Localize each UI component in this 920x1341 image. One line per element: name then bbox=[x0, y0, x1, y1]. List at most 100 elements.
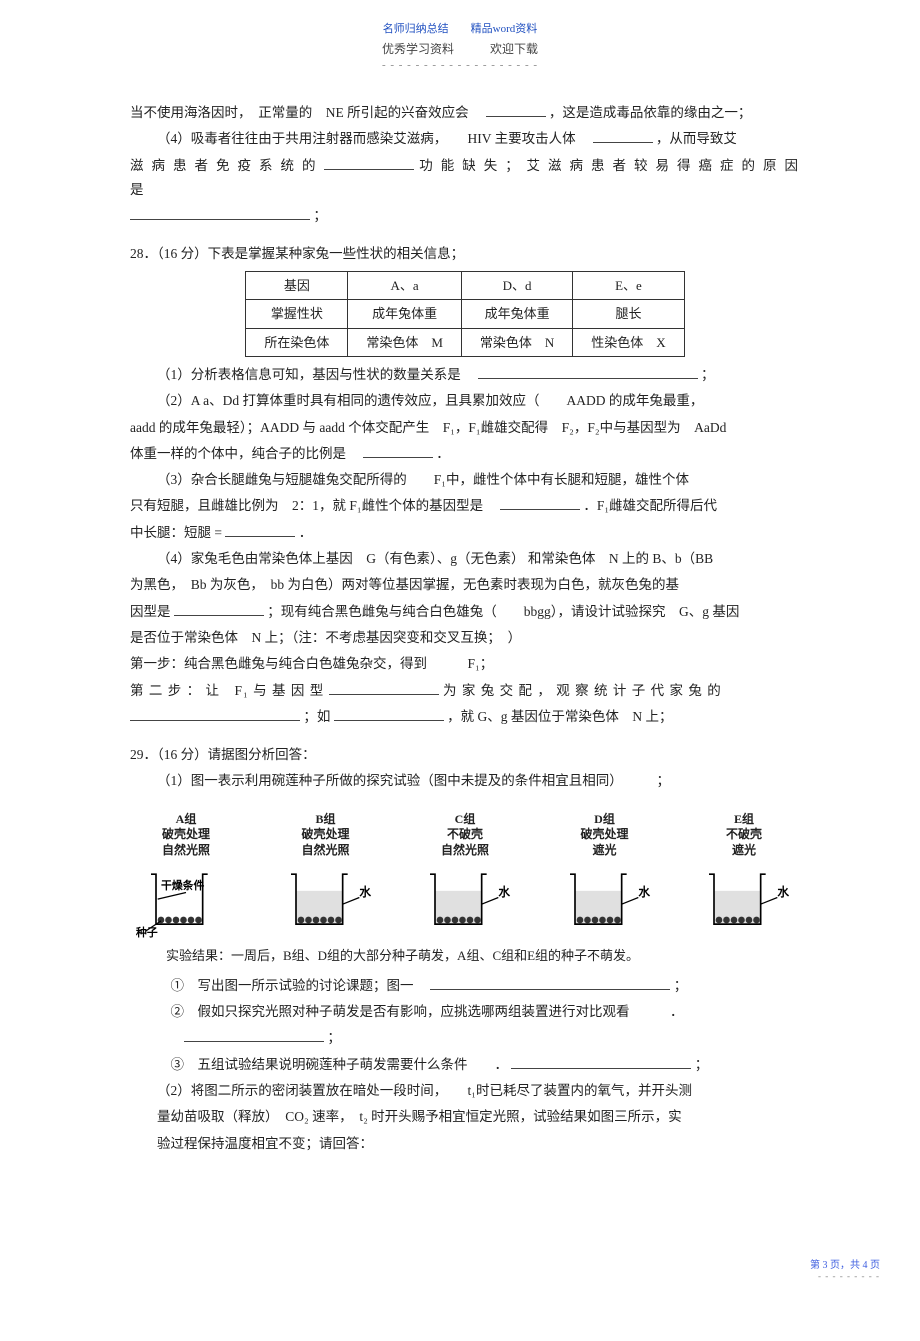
text: ，从而导致艾 bbox=[656, 131, 737, 146]
cell: 常染色体 N bbox=[461, 328, 572, 356]
q28-step2: 第 二 步 ： 让 F₁ 与 基 因 型 为 家 兔 交 配 ， 观 察 统 计… bbox=[130, 679, 800, 703]
beaker-label: A组破壳处理自然光照 bbox=[162, 812, 210, 859]
beaker-group: D组破壳处理遮光水 bbox=[555, 812, 655, 939]
q28-step1: 第一步：纯合黑色雌兔与纯合白色雄兔杂交，得到 F₁； bbox=[130, 652, 800, 676]
q27-line3: 滋 病 患 者 免 疫 系 统 的 功 能 缺 失 ； 艾 滋 病 患 者 较 … bbox=[130, 154, 800, 203]
q28-step2b: ；如 ，就 G、g 基因位于常染色体 N 上； bbox=[130, 705, 800, 729]
q29-1: （1）图一表示利用碗莲种子所做的探究试验（图中未提及的条件相宜且相同） ； bbox=[130, 769, 800, 793]
blank bbox=[478, 364, 698, 379]
beaker-label: B组破壳处理自然光照 bbox=[301, 812, 349, 859]
text: 只有短腿，且雌雄比例为 2：1，就 F₁雌性个体的基因型是 bbox=[130, 498, 497, 513]
blank bbox=[486, 103, 546, 118]
svg-text:种子: 种子 bbox=[136, 925, 158, 938]
q28-4b: 为黑色， Bb 为灰色， bb 为白色）两对等位基因掌握，无色素时表现为白色，就… bbox=[130, 573, 800, 597]
blank bbox=[511, 1054, 691, 1069]
q28-4c: 因型是 ；现有纯合黑色雌兔与纯合白色雄兔（ bbgg），请设计试验探究 G、g … bbox=[130, 600, 800, 624]
page-number: 第 3 页，共 4 页 bbox=[0, 1256, 880, 1271]
q29-2c: 验过程保持温度相宜不变；请回答： bbox=[130, 1132, 800, 1156]
text: ； bbox=[701, 367, 715, 382]
q28-1: （1）分析表格信息可知，基因与性状的数量关系是 ； bbox=[130, 363, 800, 387]
q27-line2: （4）吸毒者往往由于共用注射器而感染艾滋病， HIV 主要攻击人体 ，从而导致艾 bbox=[130, 127, 800, 151]
svg-text:干燥条件: 干燥条件 bbox=[161, 879, 204, 893]
svg-text:水: 水 bbox=[638, 885, 650, 899]
text: ． bbox=[299, 525, 313, 540]
beaker-label: D组破壳处理遮光 bbox=[580, 812, 628, 859]
table-row: 掌握性状 成年兔体重 成年兔体重 腿长 bbox=[246, 300, 684, 328]
text: 滋 病 患 者 免 疫 系 统 的 bbox=[130, 158, 318, 173]
text: ； bbox=[674, 978, 688, 993]
text: ，就 G、g 基因位于常染色体 N 上； bbox=[447, 709, 672, 724]
cell: 腿长 bbox=[573, 300, 684, 328]
table-row: 基因 A、a D、d E、e bbox=[246, 271, 684, 299]
q27-line4: ； bbox=[130, 204, 800, 228]
table-row: 所在染色体 常染色体 M 常染色体 N 性染色体 X bbox=[246, 328, 684, 356]
blank bbox=[324, 155, 414, 170]
blank bbox=[130, 206, 310, 221]
header-dashes: - - - - - - - - - - - - - - - - - - - bbox=[0, 59, 920, 71]
q28-3b: 只有短腿，且雌雄比例为 2：1，就 F₁雌性个体的基因型是 ．F₁雌雄交配所得后… bbox=[130, 494, 800, 518]
cell: 性染色体 X bbox=[573, 328, 684, 356]
q29-title: 29．（16 分）请据图分析回答： bbox=[130, 743, 800, 767]
cell: 常染色体 M bbox=[348, 328, 462, 356]
header-subtitle: 优秀学习资料 欢迎下载 bbox=[0, 40, 920, 57]
cell: A、a bbox=[348, 271, 462, 299]
q29-sub3: ③ 五组试验结果说明碗莲种子萌发需要什么条件 ． ； bbox=[130, 1053, 800, 1077]
blank bbox=[334, 706, 444, 721]
beaker-group: A组破壳处理自然光照干燥条件种子 bbox=[136, 812, 236, 939]
page-footer: 第 3 页，共 4 页 - - - - - - - - - bbox=[0, 1256, 920, 1281]
text: 体重一样的个体中，纯合子的比例是 bbox=[130, 446, 360, 461]
experiment-result: 实验结果：一周后，B组、D组的大部分种子萌发，A组、C组和E组的种子不萌发。 bbox=[166, 944, 800, 967]
cell: 成年兔体重 bbox=[348, 300, 462, 328]
footer-dashes: - - - - - - - - - bbox=[0, 1271, 880, 1281]
blank bbox=[430, 975, 670, 990]
q28-3a: （3）杂合长腿雌兔与短腿雄兔交配所得的 F₁中，雌性个体中有长腿和短腿，雄性个体 bbox=[130, 468, 800, 492]
text: （1）分析表格信息可知，基因与性状的数量关系是 bbox=[157, 367, 474, 382]
cell: E、e bbox=[573, 271, 684, 299]
svg-text:水: 水 bbox=[498, 885, 510, 899]
blank bbox=[130, 706, 300, 721]
svg-text:水: 水 bbox=[777, 885, 789, 899]
q29-sub1: ① 写出图一所示试验的讨论课题；图一 ； bbox=[130, 974, 800, 998]
beaker-group: C组不破壳自然光照水 bbox=[415, 812, 515, 939]
svg-text:水: 水 bbox=[359, 885, 371, 899]
q28-2c: 体重一样的个体中，纯合子的比例是 ． bbox=[130, 442, 800, 466]
blank bbox=[174, 601, 264, 616]
q28-3c: 中长腿：短腿 = ． bbox=[130, 521, 800, 545]
blank bbox=[363, 443, 433, 458]
q29-sub2b: ； bbox=[130, 1026, 800, 1050]
text: ③ 五组试验结果说明碗莲种子萌发需要什么条件 ． bbox=[171, 1057, 509, 1072]
text: ② 假如只探究光照对种子萌发是否有影响，应挑选哪两组装置进行对比观看 ． bbox=[171, 1004, 684, 1019]
text: 中长腿：短腿 = bbox=[130, 525, 222, 540]
blank bbox=[184, 1028, 324, 1043]
q28-2a: （2）A a、Dd 打算体重时具有相同的遗传效应，且具累加效应（ AADD 的成… bbox=[130, 389, 800, 413]
header-source: 名师归纳总结 精品word资料 bbox=[0, 20, 920, 36]
blank bbox=[225, 522, 295, 537]
text: ；如 bbox=[303, 709, 330, 724]
text: 当不使用海洛因时， 正常量的 NE 所引起的兴奋效应会 bbox=[130, 105, 482, 120]
beaker-icon: 水 bbox=[415, 862, 515, 938]
q28-2b: aadd 的成年兔最轻）；AADD 与 aadd 个体交配产生 F₁，F₁雌雄交… bbox=[130, 416, 800, 440]
text: ① 写出图一所示试验的讨论课题；图一 bbox=[171, 978, 428, 993]
text: ； bbox=[695, 1057, 709, 1072]
text: ； bbox=[313, 208, 327, 223]
beaker-icon: 水 bbox=[555, 862, 655, 938]
cell: 基因 bbox=[246, 271, 348, 299]
text: ，这是造成毒品依靠的缘由之一； bbox=[549, 105, 752, 120]
text: 为 家 兔 交 配 ， 观 察 统 计 子 代 家 兔 的 bbox=[443, 683, 722, 698]
blank bbox=[329, 680, 439, 695]
text: ； bbox=[327, 1030, 341, 1045]
beaker-label: C组不破壳自然光照 bbox=[441, 812, 489, 859]
experiment-figure: A组破壳处理自然光照干燥条件种子B组破壳处理自然光照水C组不破壳自然光照水D组破… bbox=[136, 812, 794, 939]
cell: 所在染色体 bbox=[246, 328, 348, 356]
beaker-group: E组不破壳遮光水 bbox=[694, 812, 794, 939]
blank bbox=[500, 496, 580, 511]
q29-2a: （2）将图二所示的密闭装置放在暗处一段时间， t₁时已耗尽了装置内的氧气，并开头… bbox=[130, 1079, 800, 1103]
cell: 掌握性状 bbox=[246, 300, 348, 328]
beaker-label: E组不破壳遮光 bbox=[726, 812, 762, 859]
text: 因型是 bbox=[130, 604, 171, 619]
q29-sub2: ② 假如只探究光照对种子萌发是否有影响，应挑选哪两组装置进行对比观看 ． bbox=[130, 1000, 800, 1024]
q28-4a: （4）家兔毛色由常染色体上基因 G（有色素）、g（无色素） 和常染色体 N 上的… bbox=[130, 547, 800, 571]
document-body: 当不使用海洛因时， 正常量的 NE 所引起的兴奋效应会 ，这是造成毒品依靠的缘由… bbox=[130, 101, 800, 1156]
beaker-icon: 水 bbox=[276, 862, 376, 938]
beaker-icon: 水 bbox=[694, 862, 794, 938]
